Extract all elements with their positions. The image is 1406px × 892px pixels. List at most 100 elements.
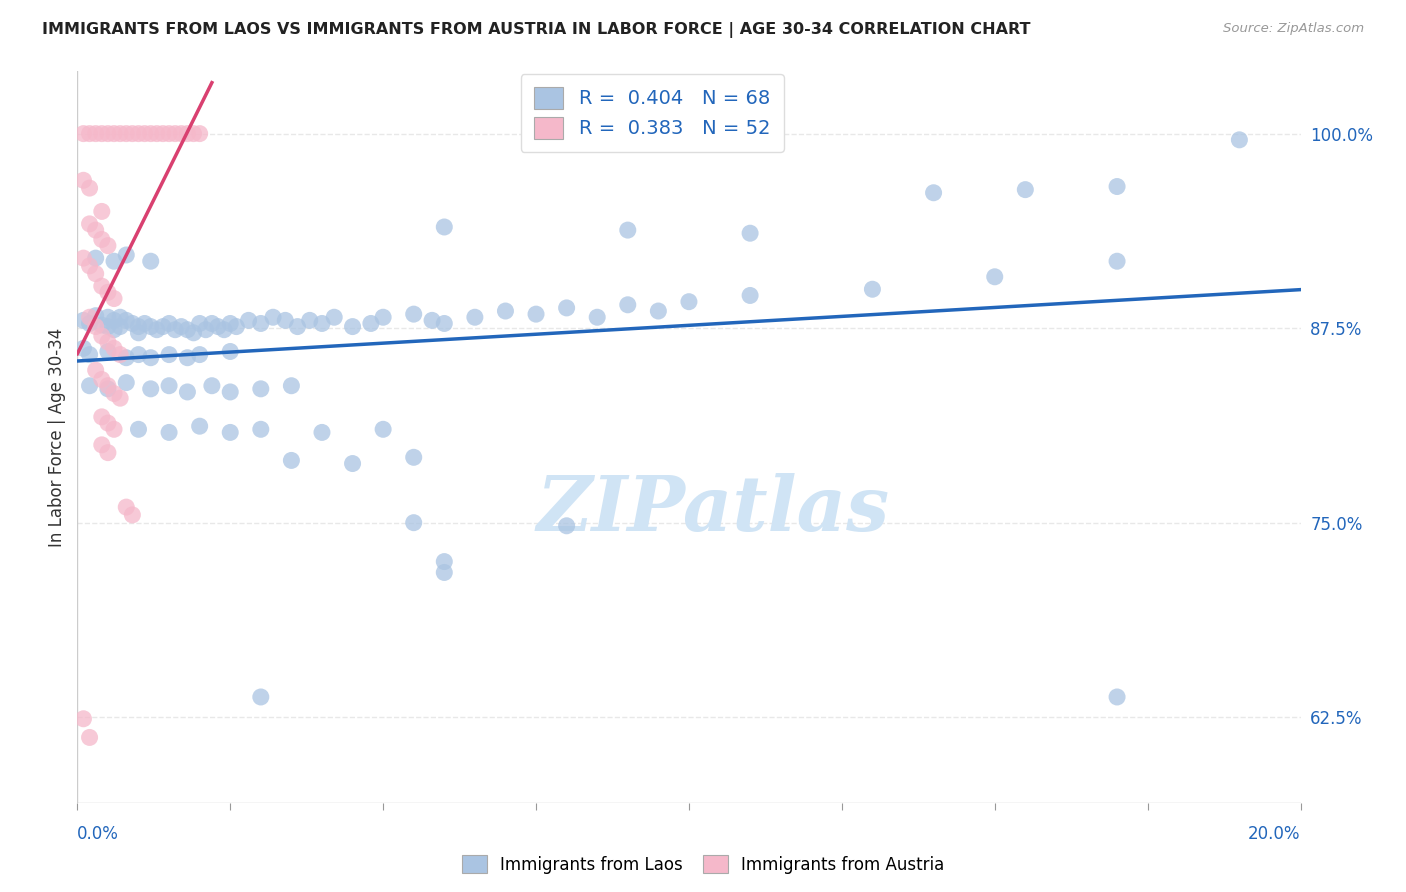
Point <box>250 382 273 396</box>
Point <box>342 457 364 471</box>
Point <box>103 254 125 268</box>
Point <box>90 279 112 293</box>
Point <box>157 317 180 331</box>
Point <box>862 282 884 296</box>
Point <box>84 267 107 281</box>
Point <box>1107 254 1129 268</box>
Point <box>84 309 107 323</box>
Point <box>72 173 94 187</box>
Point <box>1107 179 1129 194</box>
Point <box>134 127 156 141</box>
Point <box>97 127 120 141</box>
Point <box>201 378 224 392</box>
Point <box>157 127 180 141</box>
Y-axis label: In Labor Force | Age 30-34: In Labor Force | Age 30-34 <box>48 327 66 547</box>
Point <box>84 127 107 141</box>
Point <box>72 712 94 726</box>
Point <box>984 269 1007 284</box>
Point <box>108 127 131 141</box>
Point <box>238 313 260 327</box>
Point <box>139 351 162 365</box>
Point <box>97 285 120 300</box>
Point <box>97 378 120 392</box>
Point <box>250 422 273 436</box>
Point <box>152 319 174 334</box>
Point <box>103 323 125 337</box>
Point <box>72 251 94 265</box>
Legend: R =  0.404   N = 68, R =  0.383   N = 52: R = 0.404 N = 68, R = 0.383 N = 52 <box>520 74 785 153</box>
Point <box>72 313 94 327</box>
Point <box>108 310 131 325</box>
Point <box>176 127 198 141</box>
Point <box>165 127 187 141</box>
Point <box>115 313 138 327</box>
Point <box>115 351 138 365</box>
Point <box>72 127 94 141</box>
Point <box>97 382 120 396</box>
Point <box>97 445 120 459</box>
Point <box>402 450 425 465</box>
Point <box>128 348 150 362</box>
Point <box>170 319 193 334</box>
Point <box>84 319 107 334</box>
Point <box>219 344 242 359</box>
Point <box>740 288 762 302</box>
Point <box>90 329 112 343</box>
Point <box>79 317 101 331</box>
Point <box>97 319 120 334</box>
Point <box>97 310 120 325</box>
Point <box>79 181 101 195</box>
Point <box>323 310 346 325</box>
Point <box>79 731 101 745</box>
Text: IMMIGRANTS FROM LAOS VS IMMIGRANTS FROM AUSTRIA IN LABOR FORCE | AGE 30-34 CORRE: IMMIGRANTS FROM LAOS VS IMMIGRANTS FROM … <box>42 22 1031 38</box>
Point <box>311 425 333 440</box>
Point <box>555 518 578 533</box>
Point <box>115 127 138 141</box>
Point <box>617 298 640 312</box>
Point <box>90 372 112 386</box>
Point <box>79 127 101 141</box>
Point <box>157 425 180 440</box>
Point <box>280 378 302 392</box>
Point <box>103 342 125 356</box>
Point <box>402 516 425 530</box>
Text: 0.0%: 0.0% <box>77 825 120 843</box>
Point <box>188 348 211 362</box>
Point <box>108 391 131 405</box>
Point <box>139 254 162 268</box>
Point <box>103 422 125 436</box>
Point <box>90 409 112 424</box>
Point <box>139 319 162 334</box>
Point <box>84 363 107 377</box>
Point <box>72 342 94 356</box>
Point <box>90 204 112 219</box>
Point <box>188 127 211 141</box>
Point <box>157 378 180 392</box>
Point <box>188 317 211 331</box>
Point <box>194 323 217 337</box>
Point <box>433 317 456 331</box>
Point <box>555 301 578 315</box>
Point <box>79 310 101 325</box>
Point <box>225 319 247 334</box>
Point <box>103 386 125 401</box>
Point <box>121 127 143 141</box>
Point <box>128 319 150 334</box>
Point <box>201 317 224 331</box>
Point <box>207 319 229 334</box>
Point <box>97 238 120 252</box>
Point <box>79 217 101 231</box>
Point <box>103 127 125 141</box>
Point <box>134 317 156 331</box>
Point <box>128 422 150 436</box>
Point <box>433 219 456 234</box>
Point <box>212 323 235 337</box>
Point <box>79 378 101 392</box>
Point <box>219 425 242 440</box>
Point <box>433 566 456 580</box>
Point <box>176 323 198 337</box>
Point <box>250 690 273 704</box>
Point <box>115 376 138 390</box>
Point <box>250 317 273 331</box>
Point <box>165 323 187 337</box>
